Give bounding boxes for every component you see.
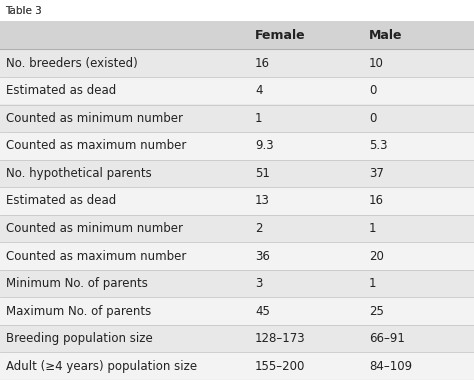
Bar [0,21,474,49]
Text: 1: 1 [255,112,263,125]
Text: 4: 4 [255,84,263,97]
Bar [360,49,474,77]
Bar [360,77,474,104]
Text: Maximum No. of parents: Maximum No. of parents [6,305,151,318]
Text: No. hypothetical parents: No. hypothetical parents [6,167,151,180]
Bar [246,105,360,132]
Text: Male: Male [369,28,402,42]
Text: 0: 0 [369,112,376,125]
Bar [360,132,474,160]
Text: 36: 36 [255,250,270,263]
Text: Female: Female [255,28,306,42]
Text: 66–91: 66–91 [369,332,405,345]
Bar [0,297,246,325]
Bar [246,132,360,160]
Text: Table 3: Table 3 [5,6,42,16]
Bar [360,325,474,353]
Text: Counted as minimum number: Counted as minimum number [6,222,182,235]
Bar [246,242,360,270]
Text: 9.3: 9.3 [255,139,273,152]
Text: Minimum No. of parents: Minimum No. of parents [6,277,147,290]
Bar [246,49,360,77]
Text: 5.3: 5.3 [369,139,387,152]
Text: 37: 37 [369,167,383,180]
Text: 1: 1 [369,277,376,290]
Bar [246,187,360,215]
Text: 16: 16 [255,57,270,70]
Text: Estimated as dead: Estimated as dead [6,84,116,97]
Text: Table 3: Table 3 [5,6,42,16]
Text: 155–200: 155–200 [255,360,305,373]
Text: 0: 0 [369,84,376,97]
Text: 2: 2 [255,222,263,235]
Text: Counted as maximum number: Counted as maximum number [6,139,186,152]
Text: 84–109: 84–109 [369,360,412,373]
Bar [246,297,360,325]
Text: Adult (≥4 years) population size: Adult (≥4 years) population size [6,360,197,373]
Bar [360,105,474,132]
Text: 3: 3 [255,277,263,290]
Text: 16: 16 [369,195,384,207]
Bar [0,242,246,270]
Bar [360,352,474,380]
Bar [246,352,360,380]
Bar [0,352,246,380]
Text: 10: 10 [369,57,383,70]
Bar [0,132,246,160]
Bar [0,105,246,132]
Text: Counted as minimum number: Counted as minimum number [6,112,182,125]
Text: Estimated as dead: Estimated as dead [6,195,116,207]
Bar [0,160,246,187]
Bar [246,325,360,353]
Text: 20: 20 [369,250,383,263]
Bar [360,242,474,270]
Bar [0,325,246,353]
Bar [246,160,360,187]
Bar [246,215,360,242]
Text: 13: 13 [255,195,270,207]
Bar [246,270,360,297]
Text: Counted as maximum number: Counted as maximum number [6,250,186,263]
Bar [360,297,474,325]
Text: 128–173: 128–173 [255,332,306,345]
Bar [360,270,474,297]
Text: Breeding population size: Breeding population size [6,332,153,345]
Text: 25: 25 [369,305,383,318]
Text: 45: 45 [255,305,270,318]
Bar [360,187,474,215]
Bar [0,0,474,21]
Text: 1: 1 [369,222,376,235]
Text: 51: 51 [255,167,270,180]
Bar [0,49,246,77]
Bar [0,270,246,297]
Bar [360,215,474,242]
Bar [0,215,246,242]
Bar [0,187,246,215]
Bar [360,160,474,187]
Text: No. breeders (existed): No. breeders (existed) [6,57,137,70]
Bar [246,77,360,104]
Bar [0,77,246,104]
